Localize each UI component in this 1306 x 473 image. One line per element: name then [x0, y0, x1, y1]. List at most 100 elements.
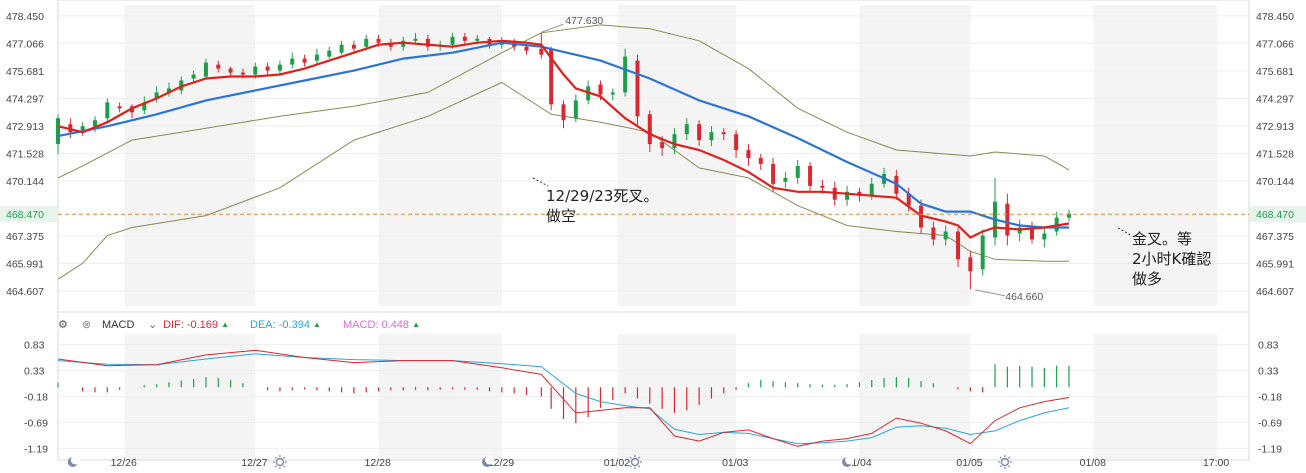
candle-down [820, 185, 825, 188]
candle-up [56, 118, 60, 145]
x-tick-label: 12/28 [365, 457, 391, 469]
y-tick-right: 465.991 [1256, 258, 1294, 270]
candle-up [290, 58, 295, 65]
candle-up [610, 92, 615, 95]
y-tick-left: 475.681 [6, 66, 44, 78]
candle-down [734, 134, 739, 151]
candle-up [413, 38, 418, 41]
moon-icon-cutout [845, 455, 855, 465]
day-shade-main [859, 5, 971, 306]
current-price-tag-left-bg [0, 206, 57, 223]
candle-down [758, 157, 763, 164]
candle-up [709, 132, 714, 141]
macd-y-tick-right: -0.18 [1258, 392, 1282, 404]
candle-down [660, 142, 665, 149]
sun-ray [629, 465, 632, 468]
bollinger-upper-line [57, 24, 1070, 179]
macd-y-tick-left: -1.19 [24, 443, 48, 455]
x-tick-label: 12/29 [488, 457, 514, 469]
sun-ray [999, 456, 1002, 459]
settings-icon[interactable]: ⚙ [58, 319, 68, 331]
x-tick-label: 01/05 [956, 457, 982, 469]
candle-down [647, 114, 652, 145]
candle-down [216, 64, 221, 69]
dif-line [57, 349, 1070, 447]
sun-ray [629, 456, 632, 459]
y-tick-right: 464.607 [1256, 286, 1294, 298]
candle-down [956, 231, 961, 260]
candle-up [623, 56, 628, 93]
y-tick-right: 472.913 [1256, 121, 1294, 133]
y-tick-right: 470.144 [1256, 176, 1294, 188]
min-price-label: 464.660 [1005, 291, 1043, 303]
candle-up [684, 124, 689, 135]
candle-up [327, 50, 332, 57]
candle-up [314, 54, 319, 61]
candle-down [906, 193, 911, 206]
x-tick-label: 01/03 [722, 457, 748, 469]
y-tick-left: 465.991 [6, 258, 44, 270]
candle-up [783, 177, 788, 182]
macd-y-tick-right: 0.83 [1258, 340, 1279, 352]
macd-value-label: MACD: 0.448 ▲ [343, 319, 421, 331]
current-price-tag-left: 468.470 [6, 209, 44, 221]
chevron-down-icon[interactable]: ⌄ [148, 319, 158, 331]
candle-up [92, 120, 97, 127]
candle-down [240, 72, 245, 75]
golden-cross-annotation: 金叉。等 2小时K確認 做多 [1132, 230, 1212, 288]
candle-up [943, 231, 948, 240]
macd-indicator-name: MACD [102, 319, 135, 331]
y-tick-left: 478.450 [6, 11, 44, 23]
sun-ray [638, 465, 641, 468]
candle-down [635, 60, 640, 117]
dea-label: DEA: -0.394 ▲ [250, 319, 321, 331]
candle-up [253, 66, 258, 75]
y-tick-left: 472.913 [6, 121, 44, 133]
close-icon[interactable]: ⊗ [82, 319, 92, 331]
macd-y-tick-right: 0.33 [1258, 365, 1279, 377]
candle-up [80, 126, 85, 131]
candle-up [475, 38, 480, 41]
candle-down [808, 165, 813, 186]
sun-icon [275, 457, 285, 467]
sun-icon [630, 457, 640, 467]
candle-up [672, 134, 677, 149]
candle-up [364, 38, 369, 47]
candle-up [869, 183, 874, 196]
current-price-tag-right-bg [1250, 206, 1306, 223]
candle-down [771, 163, 776, 184]
macd-y-tick-right: -0.69 [1258, 418, 1282, 430]
fast-moving-average-line [57, 39, 1070, 239]
y-tick-right: 471.528 [1256, 148, 1294, 160]
candle-down [746, 150, 751, 158]
candle-down [376, 38, 381, 43]
candle-down [598, 84, 603, 95]
x-tick-label: 01/08 [1080, 457, 1106, 469]
candle-down [561, 104, 566, 121]
candle-up [795, 165, 800, 178]
y-tick-right: 467.375 [1256, 231, 1294, 243]
candle-up [1066, 213, 1071, 218]
candle-down [931, 227, 936, 240]
x-tick-label: 01/02 [604, 457, 630, 469]
day-shade-main [124, 5, 256, 306]
candle-down [1030, 227, 1035, 240]
candle-up [339, 44, 344, 53]
current-price-tag-right: 468.470 [1256, 209, 1294, 221]
candle-up [105, 102, 110, 119]
candle-down [549, 48, 554, 105]
candle-down [265, 66, 270, 71]
candle-down [697, 124, 702, 141]
y-tick-left: 467.375 [6, 231, 44, 243]
candle-down [721, 132, 726, 135]
annotation-pointer [1117, 227, 1133, 237]
candle-up [277, 64, 282, 71]
y-tick-right: 475.681 [1256, 66, 1294, 78]
sun-ray [274, 465, 277, 468]
candle-down [425, 38, 430, 47]
slow-moving-average-line [57, 41, 1069, 229]
sun-ray [283, 465, 286, 468]
y-tick-right: 474.297 [1256, 93, 1294, 105]
macd-y-tick-left: 0.83 [24, 340, 45, 352]
